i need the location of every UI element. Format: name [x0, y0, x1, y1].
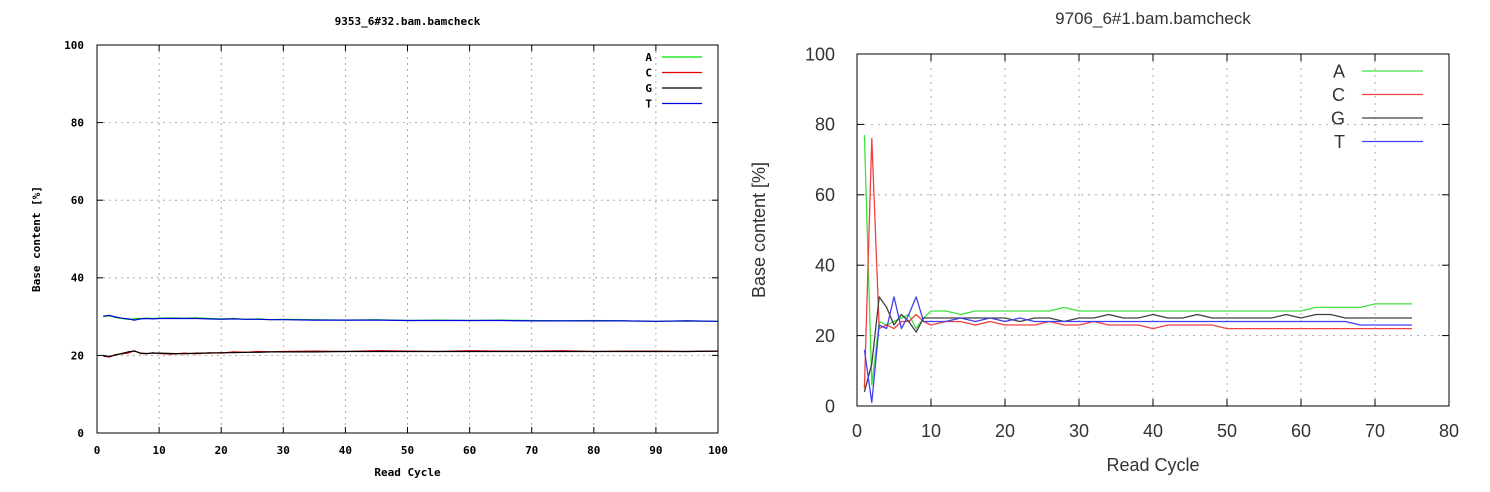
series-line-t	[863, 296, 1412, 404]
x-tick-label: 0	[852, 421, 862, 441]
legend-label: G	[645, 82, 652, 95]
legend-label: T	[1334, 132, 1345, 152]
x-tick-label: 30	[1069, 421, 1089, 441]
x-tick-label: 80	[1439, 421, 1459, 441]
y-axis-label: Base content [%]	[749, 162, 769, 298]
x-tick-label: 60	[1291, 421, 1311, 441]
x-tick-label: 10	[921, 421, 941, 441]
y-axis-label: Base content [%]	[30, 186, 43, 292]
y-tick-label: 100	[805, 44, 835, 64]
legend-label: A	[645, 51, 652, 64]
x-tick-label: 100	[708, 444, 728, 457]
x-tick-label: 70	[1365, 421, 1385, 441]
bamcheck-chart-9706: 0 10 20 30 40 50 60 70 80 0 20 40 60 80 100 9706_6#1.ba…	[749, 9, 1459, 475]
legend-label: T	[645, 97, 652, 110]
x-tick-label: 40	[1143, 421, 1163, 441]
x-tick-label: 20	[215, 444, 228, 457]
plot-frame	[96, 44, 719, 434]
x-tick-label: 70	[525, 444, 538, 457]
y-tick-label: 40	[815, 256, 835, 276]
chart-title: 9706_6#1.bam.bamcheck	[1055, 9, 1251, 28]
x-tick-label: 90	[649, 444, 662, 457]
y-tick-label: 60	[815, 185, 835, 205]
y-tick-label: 0	[825, 396, 835, 416]
series-line-g	[103, 350, 719, 358]
series-line-g	[863, 296, 1412, 393]
series-line-c	[863, 137, 1412, 389]
x-tick-label: 40	[339, 444, 352, 457]
x-tick-label: 10	[152, 444, 165, 457]
y-tick-label: 0	[77, 427, 84, 440]
y-tick-label: 60	[71, 194, 84, 207]
bamcheck-chart-9353: 0 10 20 30 40 50 60 70 80 90 100 0 20 40 60 80 100 9353_6…	[30, 15, 728, 479]
x-tick-label: 50	[1217, 421, 1237, 441]
x-axis-label: Read Cycle	[1106, 455, 1199, 475]
y-tick-label: 80	[71, 116, 84, 129]
y-tick-label: 80	[815, 115, 835, 135]
legend-label: G	[1331, 108, 1345, 128]
x-tick-label: 60	[463, 444, 476, 457]
x-tick-label: 80	[587, 444, 600, 457]
x-tick-label: 50	[401, 444, 414, 457]
series-line-t	[103, 314, 719, 322]
x-tick-label: 0	[94, 444, 101, 457]
y-tick-label: 20	[71, 349, 84, 362]
y-tick-label: 100	[64, 39, 84, 52]
chart-title: 9353_6#32.bam.bamcheck	[335, 15, 481, 28]
legend-label: A	[1333, 61, 1345, 81]
series-line-a	[863, 134, 1412, 386]
y-tick-label: 40	[71, 272, 84, 285]
legend-label: C	[1332, 85, 1345, 105]
x-axis-label: Read Cycle	[374, 466, 441, 479]
x-tick-label: 30	[277, 444, 290, 457]
legend-label: C	[645, 66, 652, 79]
x-tick-label: 20	[995, 421, 1015, 441]
grid	[857, 54, 1449, 406]
y-tick-label: 20	[815, 326, 835, 346]
grid	[97, 45, 718, 433]
